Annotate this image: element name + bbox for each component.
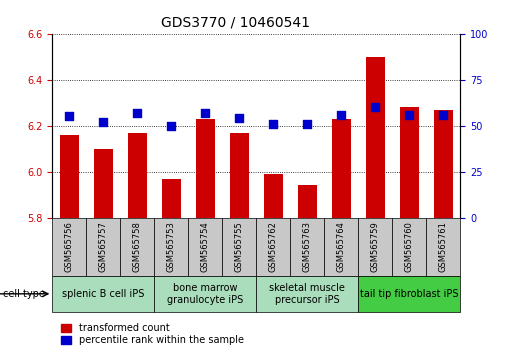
Bar <box>434 110 452 218</box>
Point <box>269 121 277 127</box>
Text: GSM565756: GSM565756 <box>65 222 74 272</box>
Bar <box>154 218 188 276</box>
Bar <box>298 185 316 218</box>
Bar <box>128 132 146 218</box>
Point <box>371 104 379 110</box>
Bar <box>400 107 418 218</box>
Bar <box>264 174 282 218</box>
Point <box>99 119 108 125</box>
Bar <box>52 276 154 312</box>
Bar <box>392 218 426 276</box>
Bar <box>358 276 460 312</box>
Text: cell type: cell type <box>3 289 44 299</box>
Point <box>439 112 447 118</box>
Text: tail tip fibroblast iPS: tail tip fibroblast iPS <box>360 289 459 299</box>
Point <box>65 114 73 119</box>
Text: GSM565758: GSM565758 <box>133 222 142 272</box>
Point <box>133 110 141 116</box>
Bar <box>426 218 460 276</box>
Bar <box>60 135 78 218</box>
Bar <box>366 57 384 218</box>
Title: GDS3770 / 10460541: GDS3770 / 10460541 <box>162 16 310 30</box>
Text: GSM565759: GSM565759 <box>371 222 380 272</box>
Text: bone marrow
granulocyte iPS: bone marrow granulocyte iPS <box>167 283 243 305</box>
Bar <box>324 218 358 276</box>
Bar <box>256 276 358 312</box>
Bar <box>188 218 222 276</box>
Bar <box>94 149 112 218</box>
Text: GSM565763: GSM565763 <box>303 221 312 273</box>
Bar <box>196 119 214 218</box>
Bar <box>256 218 290 276</box>
Point <box>337 112 345 118</box>
Text: GSM565764: GSM565764 <box>337 222 346 272</box>
Text: GSM565762: GSM565762 <box>269 222 278 272</box>
Text: GSM565761: GSM565761 <box>439 222 448 272</box>
Point <box>235 115 243 121</box>
Text: splenic B cell iPS: splenic B cell iPS <box>62 289 144 299</box>
Point <box>167 123 175 129</box>
Legend: transformed count, percentile rank within the sample: transformed count, percentile rank withi… <box>57 319 247 349</box>
Bar <box>222 218 256 276</box>
Point <box>303 121 311 127</box>
Bar <box>86 218 120 276</box>
Point <box>201 110 209 116</box>
Bar <box>332 119 350 218</box>
Text: GSM565757: GSM565757 <box>99 222 108 272</box>
Text: skeletal muscle
precursor iPS: skeletal muscle precursor iPS <box>269 283 345 305</box>
Bar <box>154 276 256 312</box>
Bar <box>290 218 324 276</box>
Text: GSM565755: GSM565755 <box>235 222 244 272</box>
Bar <box>358 218 392 276</box>
Bar <box>52 218 86 276</box>
Bar <box>230 132 248 218</box>
Point <box>405 112 413 118</box>
Bar <box>162 179 180 218</box>
Text: GSM565754: GSM565754 <box>201 222 210 272</box>
Bar <box>120 218 154 276</box>
Text: GSM565753: GSM565753 <box>167 222 176 272</box>
Text: GSM565760: GSM565760 <box>405 222 414 272</box>
